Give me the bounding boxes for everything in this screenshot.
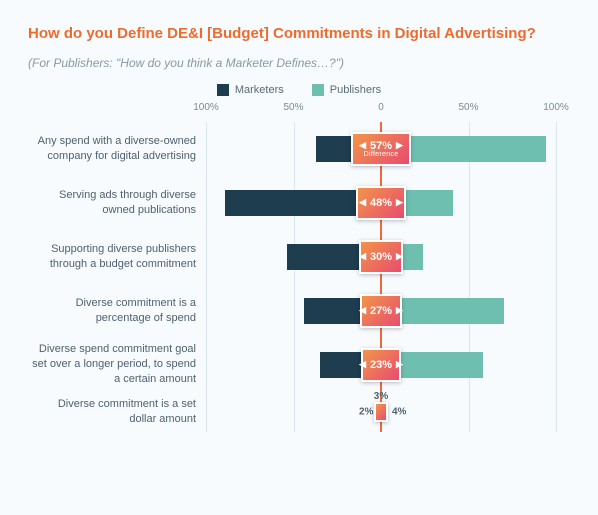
row-plot: 89%41%◀48%▶ (206, 176, 556, 230)
arrow-right-icon: ▶ (396, 197, 403, 208)
row-label: Diverse commitment is a percentage of sp… (28, 296, 206, 326)
swatch-marketers (217, 84, 229, 96)
chart-row: Supporting diverse publishers through a … (28, 230, 570, 284)
legend-label-marketers: Marketers (235, 84, 284, 96)
bar-label-marketers: 2% (359, 406, 373, 417)
axis: 100% 50% 0 50% 100% (28, 102, 570, 122)
difference-box: ◀23%▶ (361, 348, 401, 382)
difference-value: ◀27%▶ (359, 305, 403, 317)
difference-value: ◀48%▶ (359, 197, 403, 209)
axis-tick-label: 50% (283, 102, 303, 113)
chart-row: Diverse commitment is a percentage of sp… (28, 284, 570, 338)
arrow-left-icon: ◀ (359, 359, 366, 370)
axis-tick-label: 0 (378, 102, 384, 113)
diverging-bar-chart: 100% 50% 0 50% 100% Any spend with a diverse-… (28, 102, 570, 432)
row-plot: 35%58%◀23%▶ (206, 338, 556, 392)
row-label: Diverse commitment is a set dollar amoun… (28, 397, 206, 427)
axis-tick-label: 100% (193, 102, 219, 113)
row-label: Diverse spend commitment goal set over a… (28, 342, 206, 387)
row-label: Serving ads through diverse owned public… (28, 188, 206, 218)
row-plot: 2% 4% 3% (206, 392, 556, 432)
difference-sublabel: Difference (364, 151, 399, 158)
page-subtitle: (For Publishers: "How do you think a Mar… (28, 56, 570, 70)
arrow-right-icon: ▶ (396, 251, 403, 262)
arrow-left-icon: ◀ (359, 251, 366, 262)
chart-row: Serving ads through diverse owned public… (28, 176, 570, 230)
legend-item-marketers: Marketers (217, 84, 284, 96)
difference-box: 3% (374, 402, 388, 422)
difference-box: ◀48%▶ (356, 186, 406, 220)
difference-box: ◀27%▶ (360, 294, 402, 328)
chart-row: Any spend with a diverse-owned company f… (28, 122, 570, 176)
difference-value: 3% (374, 391, 388, 402)
legend-label-publishers: Publishers (330, 84, 381, 96)
row-label: Supporting diverse publishers through a … (28, 242, 206, 272)
axis-tick-label: 100% (543, 102, 569, 113)
swatch-publishers (312, 84, 324, 96)
arrow-right-icon: ▶ (396, 305, 403, 316)
bar-label-publishers: 4% (392, 406, 406, 417)
chart-row: Diverse commitment is a set dollar amoun… (28, 392, 570, 432)
row-plot: 44%70%◀27%▶ (206, 284, 556, 338)
row-label: Any spend with a diverse-owned company f… (28, 134, 206, 164)
row-plot: 37%94%◀57%▶Difference (206, 122, 556, 176)
chart-row: Diverse spend commitment goal set over a… (28, 338, 570, 392)
legend: Marketers Publishers (28, 84, 570, 96)
arrow-left-icon: ◀ (359, 140, 366, 151)
legend-item-publishers: Publishers (312, 84, 381, 96)
page-title: How do you Define DE&I [Budget] Commitme… (28, 24, 570, 44)
arrow-right-icon: ▶ (396, 140, 403, 151)
rows-container: Any spend with a diverse-owned company f… (28, 122, 570, 432)
difference-box: ◀30%▶ (359, 240, 403, 274)
arrow-left-icon: ◀ (359, 305, 366, 316)
row-plot: 54%24%◀30%▶ (206, 230, 556, 284)
axis-tick-label: 50% (458, 102, 478, 113)
difference-value: ◀23%▶ (359, 359, 403, 371)
arrow-left-icon: ◀ (359, 197, 366, 208)
difference-box: ◀57%▶Difference (351, 132, 411, 166)
arrow-right-icon: ▶ (396, 359, 403, 370)
difference-value: ◀30%▶ (359, 251, 403, 263)
